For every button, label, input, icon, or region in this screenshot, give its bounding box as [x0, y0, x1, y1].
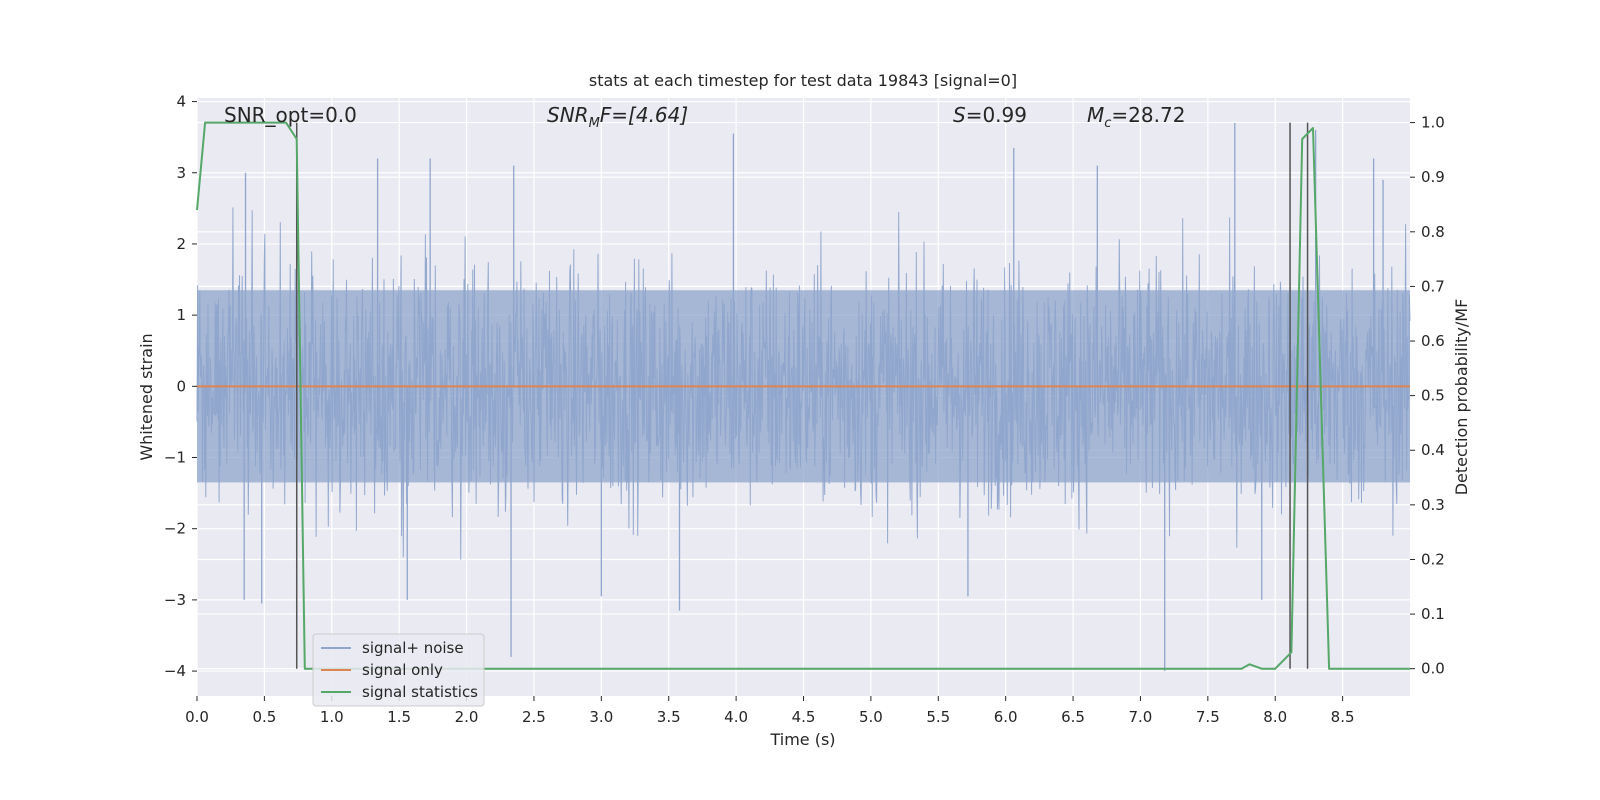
x-tick-label: 2.5	[522, 708, 546, 726]
right-tick-label: 0.4	[1421, 441, 1445, 459]
right-tick-label: 1.0	[1421, 114, 1445, 132]
snr-mf-annotation: SNRMF=[4.64]	[547, 103, 688, 131]
left-axis-ticks: 4 3 2 1 0 −1 −2 −3 −4	[164, 93, 197, 680]
x-axis-ticks: 0.0 0.5 1.0 1.5 2.0 2.5 3.0 3.5 4.0 4.5 5.0 5.5 6.0 6…	[185, 696, 1355, 726]
right-tick-label: 0.2	[1421, 550, 1445, 568]
legend-box	[312, 633, 485, 707]
left-tick-label: 2	[176, 235, 186, 253]
x-tick-label: 4.0	[724, 708, 748, 726]
right-tick-label: 0.3	[1421, 496, 1445, 514]
x-tick-label: 1.0	[320, 708, 344, 726]
x-tick-label: 5.0	[859, 708, 883, 726]
x-tick-label: 3.5	[657, 708, 681, 726]
s-annotation: S=0.99	[953, 103, 1027, 127]
right-tick-label: 0.6	[1421, 332, 1445, 350]
legend-label-signal-only: signal only	[362, 661, 443, 679]
detection-markers	[295, 122, 1309, 669]
right-axis-label: Detection probability/MF	[1452, 299, 1471, 496]
x-tick-label: 2.0	[455, 708, 479, 726]
legend-label-noise: signal+ noise	[362, 639, 464, 657]
right-tick-label: 0.8	[1421, 223, 1445, 241]
left-tick-label: 1	[176, 306, 186, 324]
x-tick-label: 1.5	[387, 708, 411, 726]
right-tick-label: 0.1	[1421, 605, 1445, 623]
x-tick-label: 4.5	[792, 708, 816, 726]
signal-statistics-line	[196, 121, 1410, 670]
right-tick-label: 0.7	[1421, 277, 1445, 295]
left-tick-label: 3	[176, 164, 186, 182]
x-axis-label: Time (s)	[769, 730, 835, 749]
x-tick-label: 6.5	[1061, 708, 1085, 726]
x-tick-label: 5.5	[926, 708, 950, 726]
right-tick-label: 0.9	[1421, 168, 1445, 186]
x-tick-label: 8.5	[1331, 708, 1355, 726]
left-tick-label: 4	[176, 93, 186, 111]
x-tick-label: 8.0	[1263, 708, 1287, 726]
left-tick-label: 0	[176, 377, 186, 395]
x-tick-label: 3.0	[589, 708, 613, 726]
left-tick-label: −3	[164, 591, 186, 609]
snr-opt-annotation: SNR_opt=0.0	[224, 103, 357, 127]
x-tick-label: 7.0	[1129, 708, 1153, 726]
x-tick-label: 6.0	[994, 708, 1018, 726]
left-tick-label: −1	[164, 449, 186, 467]
mc-annotation: Mc=28.72	[1087, 103, 1185, 131]
x-tick-label: 0.5	[252, 708, 276, 726]
left-tick-label: −4	[164, 662, 186, 680]
legend: signal+ noise signal only signal statist…	[312, 633, 485, 707]
chart-title: stats at each timestep for test data 198…	[589, 71, 1017, 90]
right-tick-label: 0.5	[1421, 387, 1445, 405]
right-tick-label: 0.0	[1421, 660, 1445, 678]
left-axis-label: Whitened strain	[137, 333, 156, 460]
x-tick-label: 7.5	[1196, 708, 1220, 726]
left-tick-label: −2	[164, 520, 186, 538]
legend-label-statistics: signal statistics	[362, 683, 478, 701]
x-tick-label: 0.0	[185, 708, 209, 726]
right-axis-ticks: 1.0 0.9 0.8 0.7 0.6 0.5 0.4 0.3 0.2 0.1 0.0	[1410, 114, 1445, 678]
